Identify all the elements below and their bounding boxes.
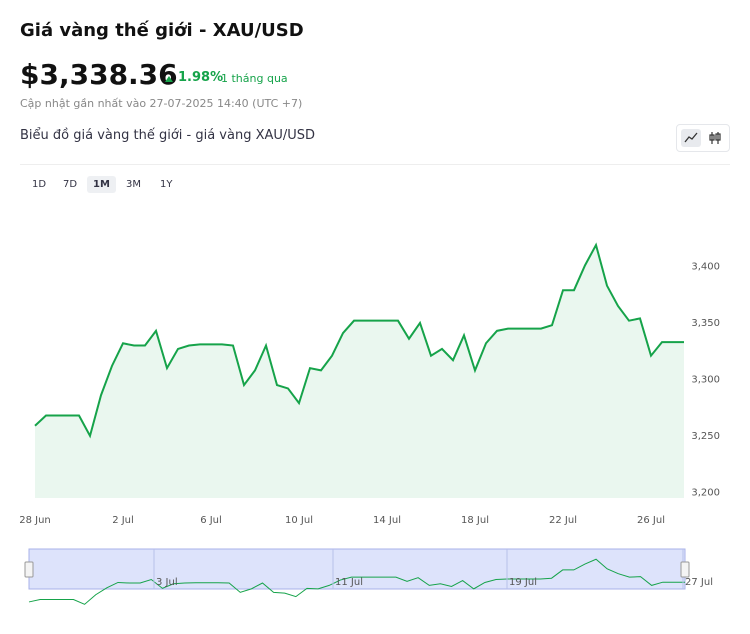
divider [20, 164, 730, 165]
navigator-label: 19 Jul [509, 577, 537, 588]
x-tick-label: 6 Jul [200, 515, 222, 526]
x-tick-label: 14 Jul [373, 515, 401, 526]
navigator-label: 3 Jul [156, 577, 178, 588]
navigator-handle[interactable] [680, 561, 690, 578]
x-tick-label: 28 Jun [19, 515, 51, 526]
page-title: Giá vàng thế giới - XAU/USD [20, 20, 304, 41]
range-button[interactable]: 3M [126, 179, 141, 190]
range-button[interactable]: 1D [32, 179, 47, 190]
y-tick-label: 3,350 [691, 318, 720, 329]
x-tick-label: 10 Jul [285, 515, 313, 526]
y-tick-label: 3,200 [691, 487, 720, 498]
navigator-label: 27 Jul [685, 577, 713, 588]
range-button[interactable]: 1M [87, 176, 116, 193]
area [35, 245, 684, 498]
y-tick-label: 3,400 [691, 261, 720, 272]
x-tick-label: 26 Jul [637, 515, 665, 526]
up-arrow [165, 76, 173, 82]
tool-icons [681, 129, 721, 147]
x-tick-label: 18 Jul [461, 515, 489, 526]
change: 1.98% [178, 70, 224, 85]
navigator-line [28, 558, 685, 605]
range-button[interactable]: 1Y [160, 179, 173, 190]
period: 1 tháng qua [221, 72, 288, 85]
range-button[interactable]: 7D [63, 179, 78, 190]
y-tick-label: 3,250 [691, 431, 720, 442]
chart-tools [676, 124, 730, 152]
y-tick-label: 3,300 [691, 374, 720, 385]
x-tick-label: 22 Jul [549, 515, 577, 526]
x-tick-label: 2 Jul [112, 515, 134, 526]
updated: Cập nhật gần nhất vào 27-07-2025 14:40 (… [20, 97, 303, 110]
navigator-handle[interactable] [24, 561, 34, 578]
candle-tool[interactable] [709, 132, 721, 144]
line [34, 242, 684, 439]
price: $3,338.36 [20, 58, 178, 91]
chart-heading: Biểu đồ giá vàng thế giới - giá vàng XAU… [20, 128, 316, 143]
navigator-label: 11 Jul [335, 577, 363, 588]
